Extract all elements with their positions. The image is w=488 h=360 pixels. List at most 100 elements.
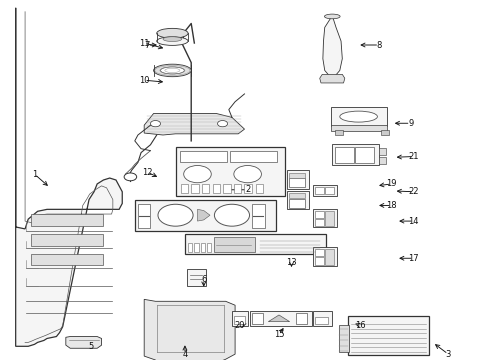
Bar: [202, 184, 209, 193]
Bar: [233, 316, 244, 324]
Bar: [315, 257, 324, 265]
Bar: [184, 234, 325, 255]
Text: 11: 11: [139, 39, 149, 48]
Text: 7: 7: [144, 40, 150, 49]
Ellipse shape: [153, 64, 191, 77]
Bar: [191, 184, 198, 193]
Bar: [249, 311, 311, 325]
Circle shape: [183, 166, 211, 183]
Text: 5: 5: [88, 342, 93, 351]
Bar: [200, 243, 204, 252]
Polygon shape: [319, 75, 344, 83]
Bar: [230, 150, 277, 162]
Bar: [175, 147, 285, 195]
Bar: [295, 313, 306, 324]
Bar: [315, 211, 324, 217]
Text: 16: 16: [354, 321, 365, 330]
Bar: [313, 210, 337, 227]
Bar: [188, 243, 192, 252]
Bar: [315, 249, 324, 256]
Bar: [180, 150, 226, 162]
Ellipse shape: [157, 28, 188, 38]
Bar: [313, 185, 337, 195]
Polygon shape: [144, 113, 244, 135]
Text: 8: 8: [376, 40, 381, 49]
Bar: [334, 147, 353, 163]
Circle shape: [214, 204, 249, 226]
Bar: [180, 184, 188, 193]
Text: 2: 2: [244, 185, 250, 194]
Text: 15: 15: [273, 330, 284, 339]
Text: 1: 1: [32, 170, 37, 179]
Bar: [379, 157, 385, 163]
Bar: [194, 243, 198, 252]
Bar: [331, 144, 379, 165]
Polygon shape: [144, 300, 235, 360]
Circle shape: [158, 204, 193, 226]
Bar: [31, 253, 103, 265]
Bar: [286, 170, 308, 189]
Bar: [379, 148, 385, 154]
Text: 13: 13: [285, 258, 296, 267]
Bar: [214, 237, 255, 252]
Polygon shape: [197, 210, 209, 221]
Bar: [288, 179, 304, 187]
Bar: [288, 173, 304, 177]
Text: 17: 17: [407, 254, 418, 263]
Bar: [355, 147, 373, 163]
Bar: [313, 311, 331, 325]
Circle shape: [150, 121, 160, 127]
Bar: [251, 204, 264, 228]
Text: 19: 19: [386, 179, 396, 188]
Polygon shape: [66, 337, 102, 348]
Text: 3: 3: [445, 350, 450, 359]
Bar: [223, 184, 230, 193]
Bar: [233, 184, 241, 193]
Text: 6: 6: [201, 275, 206, 284]
Bar: [186, 269, 205, 287]
Bar: [288, 193, 304, 198]
Bar: [315, 219, 324, 226]
Bar: [325, 211, 333, 226]
Text: 21: 21: [407, 152, 418, 161]
Ellipse shape: [163, 37, 182, 41]
Bar: [315, 317, 327, 324]
Ellipse shape: [324, 14, 340, 19]
Bar: [330, 125, 386, 131]
Bar: [212, 184, 220, 193]
Bar: [335, 130, 342, 135]
Bar: [347, 316, 428, 355]
Bar: [206, 243, 211, 252]
Bar: [380, 130, 388, 135]
Circle shape: [217, 121, 227, 127]
Text: 18: 18: [386, 201, 396, 210]
Bar: [315, 186, 324, 194]
Bar: [135, 199, 275, 231]
Text: 14: 14: [407, 217, 418, 226]
Bar: [138, 204, 150, 228]
FancyBboxPatch shape: [330, 107, 386, 126]
Bar: [325, 249, 333, 265]
Bar: [338, 325, 348, 352]
Text: 4: 4: [182, 350, 187, 359]
Bar: [251, 313, 263, 324]
Text: 12: 12: [142, 168, 152, 177]
Polygon shape: [268, 315, 289, 321]
Text: 9: 9: [407, 119, 412, 128]
Bar: [288, 199, 304, 208]
Bar: [231, 311, 248, 325]
Bar: [31, 234, 103, 246]
Ellipse shape: [157, 37, 188, 45]
Ellipse shape: [339, 111, 377, 122]
Bar: [286, 190, 308, 210]
Ellipse shape: [160, 67, 184, 74]
Bar: [31, 215, 103, 226]
Circle shape: [233, 166, 261, 183]
Text: 10: 10: [139, 76, 149, 85]
Bar: [244, 184, 251, 193]
Polygon shape: [322, 15, 342, 76]
Polygon shape: [16, 8, 122, 346]
Circle shape: [124, 173, 136, 181]
Text: 22: 22: [407, 187, 418, 196]
Bar: [255, 184, 263, 193]
